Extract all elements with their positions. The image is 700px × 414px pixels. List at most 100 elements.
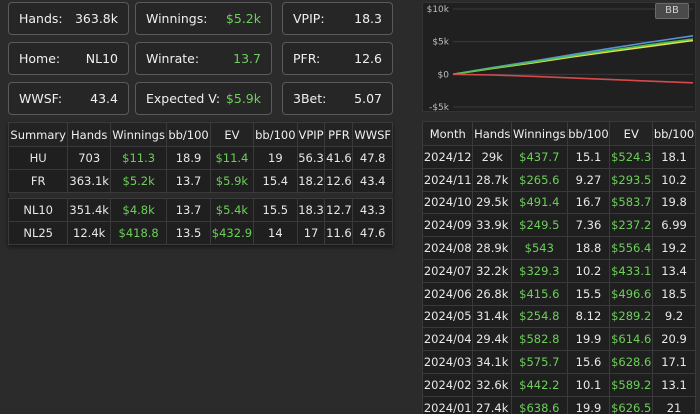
table-row[interactable]: FR 363.1k $5.2k 13.7 $5.9k 15.4 18.2 12.… xyxy=(7,169,393,193)
table-row[interactable]: 2024/08 28.9k $543 18.8 $556.4 19.2 xyxy=(421,236,696,260)
cell: 2024/03 xyxy=(421,350,474,374)
cell: 8.12 xyxy=(566,304,611,329)
table-row[interactable]: NL10 351.4k $4.8k 13.7 $5.4k 15.5 18.3 1… xyxy=(7,198,393,222)
cell: 7.36 xyxy=(566,213,611,238)
cell: $582.8 xyxy=(511,327,568,352)
cell: 21 xyxy=(652,395,696,414)
cell: 18.3 xyxy=(296,198,326,222)
col-header[interactable]: EV xyxy=(609,121,654,146)
cell: 15.6 xyxy=(566,350,611,374)
cell: $5.4k xyxy=(209,198,255,222)
cell: 13.7 xyxy=(166,169,211,193)
stat-label: VPIP: xyxy=(293,11,325,26)
cell: 13.4 xyxy=(652,258,696,283)
stat-card-winnings: Winnings: $5.2k xyxy=(135,2,272,35)
cell: 10.2 xyxy=(652,167,696,192)
table-row[interactable]: 2024/09 33.9k $249.5 7.36 $237.2 6.99 xyxy=(421,213,696,238)
cell: 351.4k xyxy=(67,198,111,222)
cell: 33.9k xyxy=(472,213,513,238)
col-header[interactable]: Hands xyxy=(67,122,111,147)
cell: $638.6 xyxy=(511,395,568,414)
stat-card-vpip: VPIP: 18.3 xyxy=(282,2,393,35)
col-header[interactable]: bb/100 xyxy=(566,121,611,146)
cell: HU xyxy=(7,146,69,170)
y-tick-label: -$5k xyxy=(429,103,450,113)
stat-value: $5.9k xyxy=(225,91,261,106)
col-header[interactable]: Hands xyxy=(472,121,513,146)
col-header[interactable]: EV xyxy=(209,122,255,147)
series-line-non_showdown xyxy=(452,73,694,84)
cell: 15.5 xyxy=(253,198,298,222)
table-row[interactable]: 2024/07 32.2k $329.3 10.2 $433.1 13.4 xyxy=(421,258,696,283)
stat-value: $5.2k xyxy=(225,11,261,26)
cell: $556.4 xyxy=(609,236,654,260)
cell: 9.27 xyxy=(566,167,611,192)
cell: 43.3 xyxy=(352,198,393,222)
table-row[interactable]: 2024/04 29.4k $582.8 19.9 $614.6 20.9 xyxy=(421,327,696,352)
cell: $4.8k xyxy=(109,198,168,222)
table-row[interactable]: 2024/03 34.1k $575.7 15.6 $628.6 17.1 xyxy=(421,350,696,374)
cell: $433.1 xyxy=(609,258,654,283)
cell: 43.4 xyxy=(352,169,393,193)
stat-card-hands: Hands: 363.8k xyxy=(8,2,129,35)
cell: $265.6 xyxy=(511,167,568,192)
table-row[interactable]: 2024/01 27.4k $638.6 19.9 $626.5 21 xyxy=(421,395,696,414)
cell: 32.6k xyxy=(472,372,513,397)
cell: 18.5 xyxy=(652,281,696,306)
cell: $491.4 xyxy=(511,190,568,215)
cell: 2024/09 xyxy=(421,213,474,238)
col-header[interactable]: bb/100 xyxy=(253,122,298,147)
stat-value: 5.07 xyxy=(354,91,382,106)
col-header[interactable]: WWSF xyxy=(352,122,393,147)
cell: 29.4k xyxy=(472,327,513,352)
stat-card-3bet: 3Bet: 5.07 xyxy=(282,82,393,115)
stat-card-pfr: PFR: 12.6 xyxy=(282,42,393,75)
col-header[interactable]: bb/100 xyxy=(166,122,211,147)
cell: NL10 xyxy=(7,198,69,222)
cell: $524.3 xyxy=(609,145,654,169)
y-tick-label: $5k xyxy=(432,38,449,48)
cell: 31.4k xyxy=(472,304,513,329)
col-header[interactable]: Month xyxy=(421,121,474,146)
col-header[interactable]: Winnings xyxy=(511,121,568,146)
col-header[interactable]: PFR xyxy=(324,122,354,147)
cell: 12.6 xyxy=(324,169,354,193)
cell: 2024/07 xyxy=(421,258,474,283)
col-header[interactable]: VPIP xyxy=(296,122,326,147)
table-row[interactable]: 2024/12 29k $437.7 15.1 $524.3 18.1 xyxy=(421,145,696,169)
table-row[interactable]: 2024/10 29.5k $491.4 16.7 $583.7 19.8 xyxy=(421,190,696,215)
col-header[interactable]: Summary xyxy=(7,122,69,147)
cell: 19.8 xyxy=(652,190,696,215)
col-header[interactable]: Winnings xyxy=(109,122,168,147)
table-row[interactable]: 2024/05 31.4k $254.8 8.12 $289.2 9.2 xyxy=(421,304,696,329)
cell: 19 xyxy=(253,146,298,170)
cell: 18.2 xyxy=(296,169,326,193)
monthly-table: Month Hands Winnings bb/100 EV bb/100 20… xyxy=(421,121,696,414)
table-row[interactable]: 2024/02 32.6k $442.2 10.1 $589.2 13.1 xyxy=(421,372,696,397)
cell: 18.8 xyxy=(566,236,611,260)
cell: 2024/01 xyxy=(421,395,474,414)
cell: $442.2 xyxy=(511,372,568,397)
bb-toggle-button[interactable]: BB xyxy=(655,3,689,19)
col-header[interactable]: bb/100 xyxy=(652,121,696,146)
cell: 10.2 xyxy=(566,258,611,283)
series-line-showdown xyxy=(452,38,694,76)
cell: 15.4 xyxy=(253,169,298,193)
stat-value: 18.3 xyxy=(354,11,382,26)
cell: 34.1k xyxy=(472,350,513,374)
table-row[interactable]: 2024/06 26.8k $415.6 15.5 $496.6 18.5 xyxy=(421,281,696,306)
cell: $583.7 xyxy=(609,190,654,215)
cell: 6.99 xyxy=(652,213,696,238)
table-row[interactable]: 2024/11 28.7k $265.6 9.27 $293.5 10.2 xyxy=(421,167,696,192)
cell: $254.8 xyxy=(511,304,568,329)
cell: $589.2 xyxy=(609,372,654,397)
cell: 28.9k xyxy=(472,236,513,260)
cell: 2024/05 xyxy=(421,304,474,329)
cell: 16.7 xyxy=(566,190,611,215)
cell: $575.7 xyxy=(511,350,568,374)
cell: 27.4k xyxy=(472,395,513,414)
cell: 47.6 xyxy=(352,221,393,245)
table-row[interactable]: NL25 12.4k $418.8 13.5 $432.9 14 17 11.6… xyxy=(7,221,393,245)
bankroll-graph[interactable]: $10k $5k $0 -$5k xyxy=(422,2,696,113)
table-row[interactable]: HU 703 $11.3 18.9 $11.4 19 56.3 41.6 47.… xyxy=(7,146,393,170)
